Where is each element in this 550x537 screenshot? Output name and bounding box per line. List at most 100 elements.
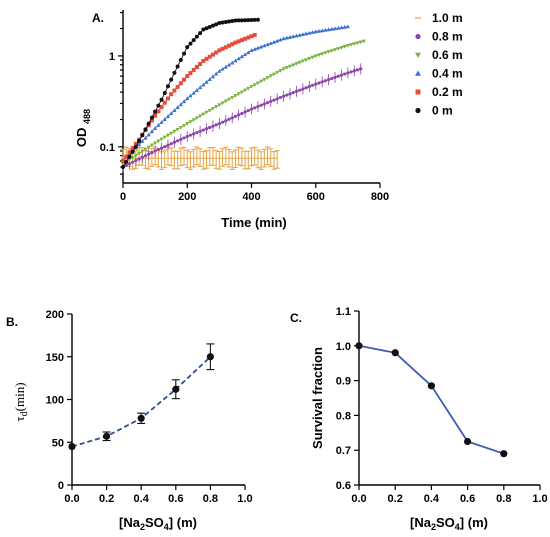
- panel-a-point: [121, 158, 125, 163]
- panel-a-point: [282, 94, 286, 98]
- panel-a-point: [137, 151, 142, 156]
- panel-a-point: [223, 99, 228, 104]
- legend-marker: [415, 107, 421, 114]
- panel-a-point: [307, 84, 311, 89]
- panel-a-point: [143, 147, 148, 152]
- panel-a-point: [291, 63, 296, 68]
- panel-a-point: [220, 66, 225, 71]
- panel-c-point: [427, 382, 435, 390]
- panel-a-point: [146, 132, 151, 137]
- panel-a-point: [326, 27, 331, 32]
- panel-c-point: [500, 450, 508, 458]
- panel-c-point: [464, 437, 472, 446]
- panel-a-point: [134, 158, 138, 163]
- panel-a-point: [275, 38, 280, 43]
- panel-a-point: [195, 131, 199, 135]
- panel-a-point: [214, 22, 219, 27]
- panel-a-point: [153, 149, 157, 153]
- panel-a-point: [201, 82, 206, 87]
- panel-a-point: [358, 40, 363, 45]
- panel-a-point: [294, 33, 299, 38]
- panel-a-point: [217, 103, 222, 107]
- panel-a-point: [210, 74, 215, 79]
- panel-a-point: [159, 97, 164, 102]
- panel-a-legend: 1.0 m 0.8 m 0.6 m 0.4 m 0.2 m 0 m: [415, 11, 463, 118]
- panel-a-point: [246, 18, 251, 23]
- panel-a-point: [249, 84, 254, 89]
- panel-a-point: [137, 157, 141, 161]
- panel-a-point: [124, 163, 128, 167]
- panel-a-point: [313, 54, 318, 59]
- panel-a-point: [217, 21, 222, 26]
- panel-a-point: [191, 90, 196, 95]
- panel-a-point: [217, 122, 221, 126]
- panel-a-point: [153, 109, 158, 114]
- panel-a-point: [230, 19, 235, 24]
- panel-a-point: [269, 99, 273, 103]
- panel-a-point: [317, 81, 321, 85]
- panel-b-x-tick-label: 0.8: [203, 493, 218, 505]
- panel-a-point: [127, 162, 132, 166]
- panel-a-point: [204, 26, 209, 31]
- panel-a-point: [333, 48, 338, 52]
- panel-a-point: [291, 34, 296, 39]
- panel-b-x-tick-label: 0.4: [134, 493, 150, 505]
- panel-a-point: [207, 108, 212, 113]
- panel-a-point: [259, 44, 264, 49]
- panel-a-point: [323, 51, 328, 56]
- panel-a-point: [233, 18, 238, 23]
- panel-a-point: [185, 96, 190, 101]
- panel-a-point: [182, 51, 187, 56]
- panel-a-point: [156, 103, 161, 108]
- panel-a-point: [233, 114, 238, 118]
- panel-a-point: [201, 27, 206, 32]
- panel-a-point: [146, 121, 151, 126]
- panel-a-point: [179, 137, 183, 141]
- panel-a-point: [243, 88, 248, 93]
- panel-b-x-axis-title: [Na2SO4] (m): [119, 515, 197, 532]
- panel-c-x-tick-label: 0.0: [351, 493, 366, 505]
- panel-a-point: [352, 69, 356, 73]
- legend-marker: [415, 89, 421, 95]
- panel-a-point: [143, 127, 148, 132]
- panel-a-point: [227, 62, 232, 67]
- panel-a-point: [284, 65, 289, 70]
- panel-b-y-tick-label: 200: [46, 309, 64, 321]
- panel-a-point: [172, 108, 177, 113]
- panel-c-series-line: [358, 344, 505, 455]
- panel-a-x-tick-label: 400: [242, 191, 260, 203]
- panel-a-point: [310, 83, 315, 87]
- panel-a-point: [233, 58, 238, 63]
- panel-a-point: [159, 105, 164, 110]
- panel-a-point: [236, 39, 241, 44]
- panel-a-point: [345, 24, 350, 29]
- panel-a-point: [165, 133, 170, 138]
- panel-a-point: [285, 93, 289, 97]
- panel-a-point: [300, 32, 305, 37]
- panel-a-point: [198, 61, 203, 66]
- panel-a-point: [249, 48, 254, 53]
- svg-text:τd(min): τd(min): [12, 382, 30, 421]
- panel-a-point: [271, 39, 276, 44]
- panel-a-label: A.: [92, 11, 104, 25]
- panel-c-y-tick-label: 1.1: [336, 306, 351, 318]
- panel-a-point: [220, 46, 225, 51]
- panel-a-point: [207, 77, 212, 81]
- panel-c-y-tick-label: 0.8: [336, 410, 351, 422]
- panel-a-point: [198, 85, 203, 90]
- panel-a-point: [233, 40, 238, 45]
- panel-b-y-axis-title: τd(min): [12, 382, 30, 421]
- panel-a-point: [130, 149, 135, 154]
- panel-a-point: [342, 44, 347, 49]
- panel-a-point: [146, 145, 151, 150]
- panel-a-point: [288, 64, 293, 69]
- panel-a-point: [153, 126, 158, 130]
- panel-a-y-tick-label: 0.1: [100, 142, 115, 154]
- panel-c-label: C.: [290, 311, 302, 325]
- panel-a-point: [323, 79, 327, 83]
- panel-a-point: [165, 84, 170, 89]
- panel-a-point: [272, 98, 276, 102]
- legend-item: 0.2 m: [415, 85, 463, 99]
- panel-a-point: [178, 81, 183, 86]
